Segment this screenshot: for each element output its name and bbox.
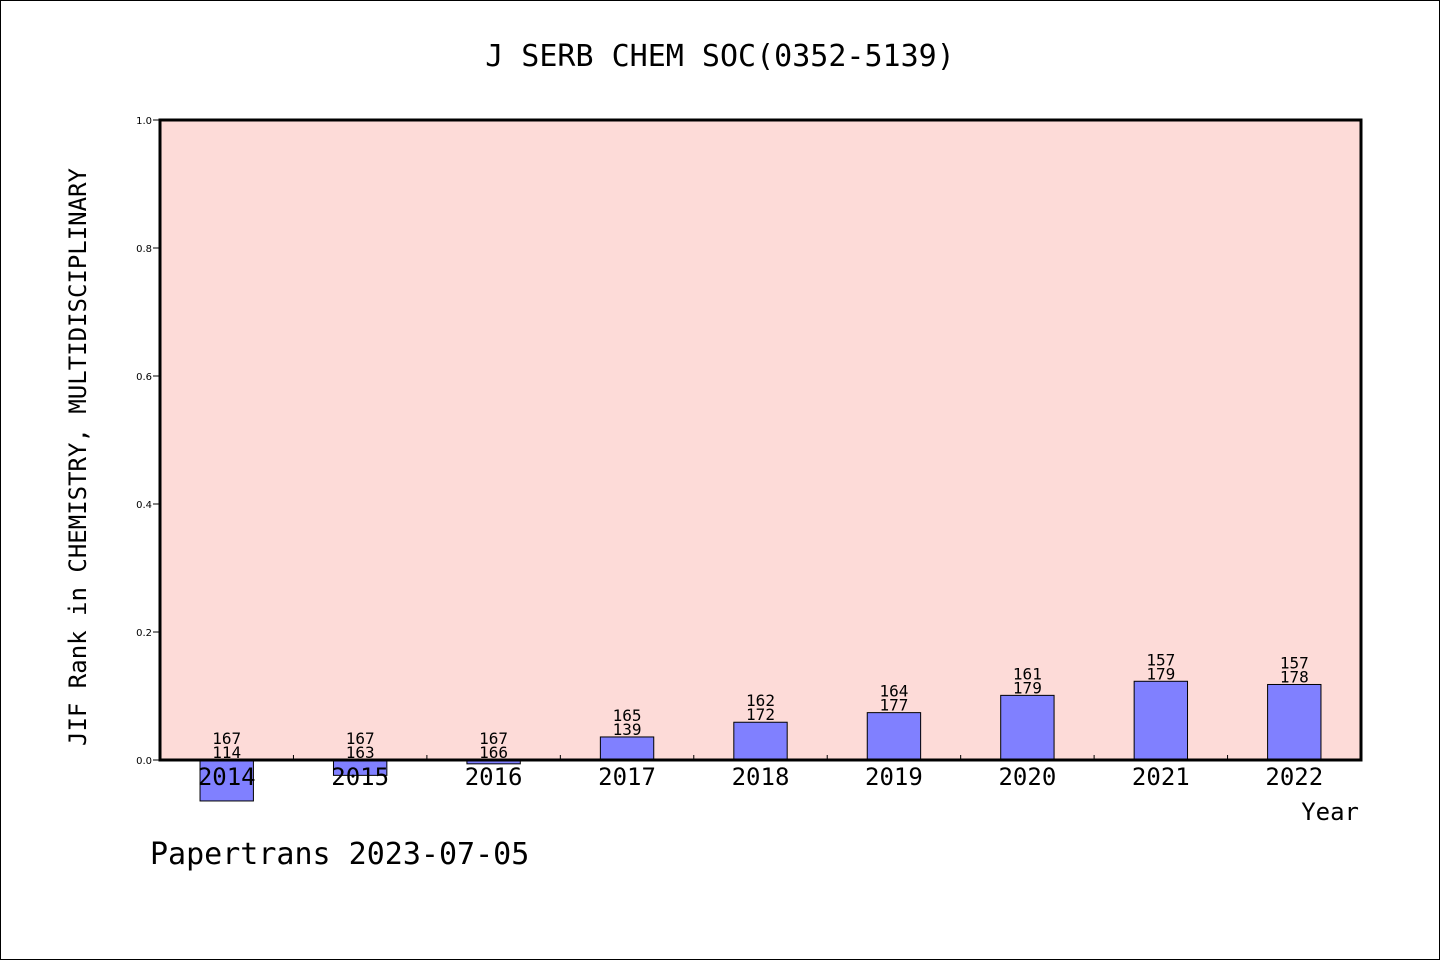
bar-label-top: 167: [479, 729, 508, 748]
x-tick-label: 2018: [732, 763, 790, 791]
x-tick-label: 2015: [331, 763, 389, 791]
y-tick-label: 0.8: [136, 244, 152, 255]
x-tick-label: 2021: [1132, 763, 1190, 791]
y-axis-label: JIF Rank in CHEMISTRY, MULTIDISCIPLINARY: [64, 167, 92, 746]
bar-label-bottom: 179: [1013, 678, 1042, 697]
bar-label-top: 167: [212, 729, 241, 748]
bar-label-bottom: 178: [1280, 667, 1309, 686]
x-ticks-group: 2014 2015 2016 2017 2018 2019 2020 2021 2022: [198, 755, 1323, 791]
x-tick-label: 2017: [598, 763, 656, 791]
y-ticks-group: 0.0 0.2 0.4 0.6 0.8 1.0: [136, 116, 160, 767]
bar-label-top: 157: [1146, 650, 1175, 669]
y-tick-label: 0.4: [136, 500, 152, 511]
bar-label-bottom: 166: [479, 743, 508, 762]
bar-label-top: 165: [613, 706, 642, 725]
bar-labels-group: 1671141671631671661651391621721641771611…: [212, 650, 1308, 762]
bar-label-bottom: 172: [746, 705, 775, 724]
footer-text: Papertrans 2023-07-05: [150, 837, 529, 872]
bar-label-top: 164: [879, 682, 908, 701]
bar-label-bottom: 114: [212, 743, 241, 762]
plot-border: [158, 118, 1363, 762]
x-tick-label: 2019: [865, 763, 923, 791]
bar-label-bottom: 139: [613, 720, 642, 739]
y-tick-label: 1.0: [136, 116, 152, 127]
bar-2018: [733, 721, 788, 761]
x-tick-label: 2022: [1265, 763, 1323, 791]
y-tick-label: 0.0: [136, 756, 152, 767]
x-tick-label: 2014: [198, 763, 256, 791]
x-tick-label: 2016: [465, 763, 523, 791]
bar-2014: [199, 759, 254, 802]
bar-label-bottom: 177: [879, 696, 908, 715]
chart-title: J SERB CHEM SOC(0352-5139): [485, 39, 955, 74]
bar-label-top: 167: [346, 729, 375, 748]
x-tick-label: 2020: [998, 763, 1056, 791]
y-tick-label: 0.2: [136, 628, 152, 639]
bar-2020: [1000, 694, 1055, 761]
bar-label-top: 161: [1013, 664, 1042, 683]
y-tick-label: 0.6: [136, 372, 152, 383]
bars-group: [199, 680, 1322, 802]
plot-area: [160, 120, 1361, 760]
bar-label-top: 162: [746, 691, 775, 710]
bar-2022: [1267, 683, 1322, 761]
bar-2021: [1133, 680, 1189, 761]
x-axis-label: Year: [1301, 798, 1359, 826]
bar-2017: [599, 736, 655, 761]
bar-label-bottom: 163: [346, 743, 375, 762]
bar-label-top: 157: [1280, 653, 1309, 672]
bar-2019: [866, 712, 922, 761]
bar-label-bottom: 179: [1146, 664, 1175, 683]
